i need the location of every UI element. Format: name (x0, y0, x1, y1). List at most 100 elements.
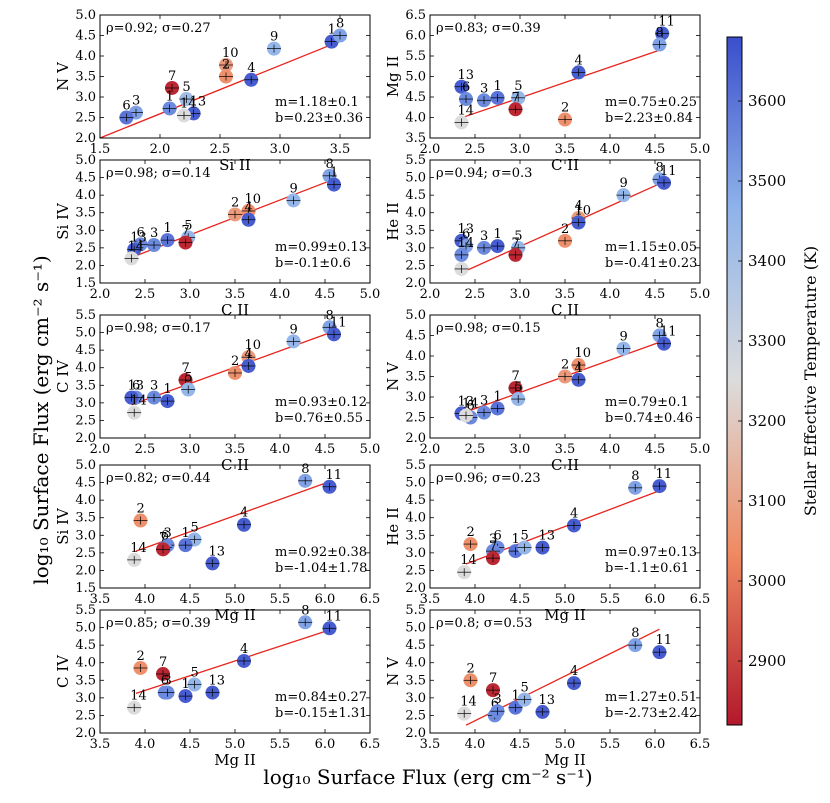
point-label: 9 (290, 322, 298, 337)
point-label: 11 (330, 315, 347, 330)
point-label: 14 (130, 394, 147, 409)
point-label: 5 (521, 681, 529, 696)
point-label: 3 (150, 226, 158, 241)
x-tick-label: 3.5 (555, 442, 576, 457)
x-axis-label: Mg II (214, 606, 256, 624)
x-tick-label: 5.0 (555, 737, 576, 752)
y-tick-label: 3.0 (405, 390, 426, 405)
y-tick-label: 4.5 (405, 638, 426, 653)
x-tick-label: 5.5 (600, 737, 621, 752)
x-tick-label: 5.5 (270, 592, 291, 607)
point-label: 8 (301, 603, 309, 618)
point-label: 14 (458, 236, 475, 251)
fit-slope-text: m=0.79±0.1 (605, 395, 689, 410)
y-tick-label: 2.5 (75, 546, 96, 561)
point-label: 8 (336, 17, 344, 32)
point-label: 11 (656, 633, 673, 648)
stats-text: ρ=0.82; σ=0.44 (106, 471, 211, 486)
x-tick-label: 4.0 (600, 142, 621, 157)
x-tick-label: 4.0 (135, 592, 156, 607)
point-label: 3 (150, 379, 158, 394)
x-tick-label: 5.0 (690, 142, 711, 157)
y-tick-label: 6.0 (405, 29, 426, 44)
y-tick-label: 1.5 (75, 276, 96, 291)
y-tick-label: 2.0 (75, 131, 96, 146)
x-tick-label: 5.0 (690, 442, 711, 457)
fit-line (135, 629, 330, 695)
stats-text: ρ=0.98; σ=0.15 (436, 321, 541, 336)
y-tick-label: 3.5 (75, 206, 96, 221)
fit-intercept-text: b=-1.1±0.61 (605, 561, 689, 576)
point-label: 13 (458, 68, 475, 83)
point-label: 5 (514, 79, 522, 94)
x-tick-label: 4.0 (600, 287, 621, 302)
y-tick-label: 1.5 (75, 581, 96, 596)
point-label: 2 (222, 58, 230, 73)
y-tick-label: 5.0 (75, 153, 96, 168)
x-tick-label: 2.0 (420, 442, 441, 457)
x-tick-label: 3.0 (510, 442, 531, 457)
y-tick-label: 4.0 (405, 206, 426, 221)
point-label: 9 (620, 176, 628, 191)
y-tick-label: 2.0 (405, 726, 426, 741)
x-tick-label: 2.5 (465, 287, 486, 302)
point-label: 11 (656, 467, 673, 482)
x-tick-label: 1.5 (90, 142, 111, 157)
x-tick-label: 6.0 (315, 592, 336, 607)
point-label: 5 (184, 218, 192, 233)
fit-intercept-text: b=-0.41±0.23 (605, 256, 697, 271)
x-tick-label: 4.5 (510, 592, 531, 607)
x-axis-label: Mg II (544, 751, 586, 769)
x-tick-label: 4.5 (645, 442, 666, 457)
y-tick-label: 3.0 (75, 691, 96, 706)
y-tick-label: 4.0 (405, 349, 426, 364)
y-tick-label: 3.5 (75, 378, 96, 393)
y-tick-label: 2.5 (75, 111, 96, 126)
x-tick-label: 3.0 (180, 442, 201, 457)
fit-slope-text: m=0.92±0.38 (275, 545, 367, 560)
point-label: 5 (184, 371, 192, 386)
y-tick-label: 5.5 (75, 308, 96, 323)
x-tick-label: 4.0 (270, 442, 291, 457)
point-label: 2 (467, 525, 475, 540)
y-tick-label: 5.0 (75, 458, 96, 473)
point-label: 1 (494, 389, 502, 404)
x-tick-label: 2.5 (465, 142, 486, 157)
y-tick-label: 2.0 (405, 581, 426, 596)
colorbar-tick-label: 3500 (748, 172, 786, 190)
y-tick-label: 2.5 (405, 708, 426, 723)
point-label: 6 (161, 529, 169, 544)
y-tick-label: 3.0 (75, 90, 96, 105)
colorbar-tick-label: 3100 (748, 492, 786, 510)
point-label: 1 (494, 227, 502, 242)
fit-slope-text: m=0.75±0.25 (605, 95, 697, 110)
y-tick-label: 3.5 (75, 511, 96, 526)
point-label: 4 (575, 53, 583, 68)
y-tick-label: 2.5 (75, 708, 96, 723)
x-tick-label: 3.5 (555, 142, 576, 157)
point-label: 5 (521, 529, 529, 544)
x-tick-label: 5.0 (360, 287, 381, 302)
fit-intercept-text: b=0.74±0.46 (605, 411, 693, 426)
point-label: 3 (480, 394, 488, 409)
point-label: 4 (570, 506, 578, 521)
point-label: 11 (326, 468, 343, 483)
point-label: 3 (494, 692, 502, 707)
x-tick-label: 3.5 (420, 737, 441, 752)
x-tick-label: 4.0 (465, 592, 486, 607)
x-tick-label: 2.5 (135, 442, 156, 457)
point-label: 4 (240, 506, 248, 521)
colorbar-tick-label: 2900 (748, 652, 786, 670)
x-tick-label: 6.5 (360, 592, 381, 607)
point-label: 13 (209, 674, 226, 689)
point-label: 13 (458, 222, 475, 237)
point-label: 6 (161, 674, 169, 689)
stats-text: ρ=0.96; σ=0.23 (436, 471, 541, 486)
point-label: 11 (660, 164, 677, 179)
x-tick-label: 2.0 (90, 287, 111, 302)
point-label: 14 (128, 239, 145, 254)
y-tick-label: 3.0 (405, 241, 426, 256)
x-tick-label: 2.5 (210, 142, 231, 157)
